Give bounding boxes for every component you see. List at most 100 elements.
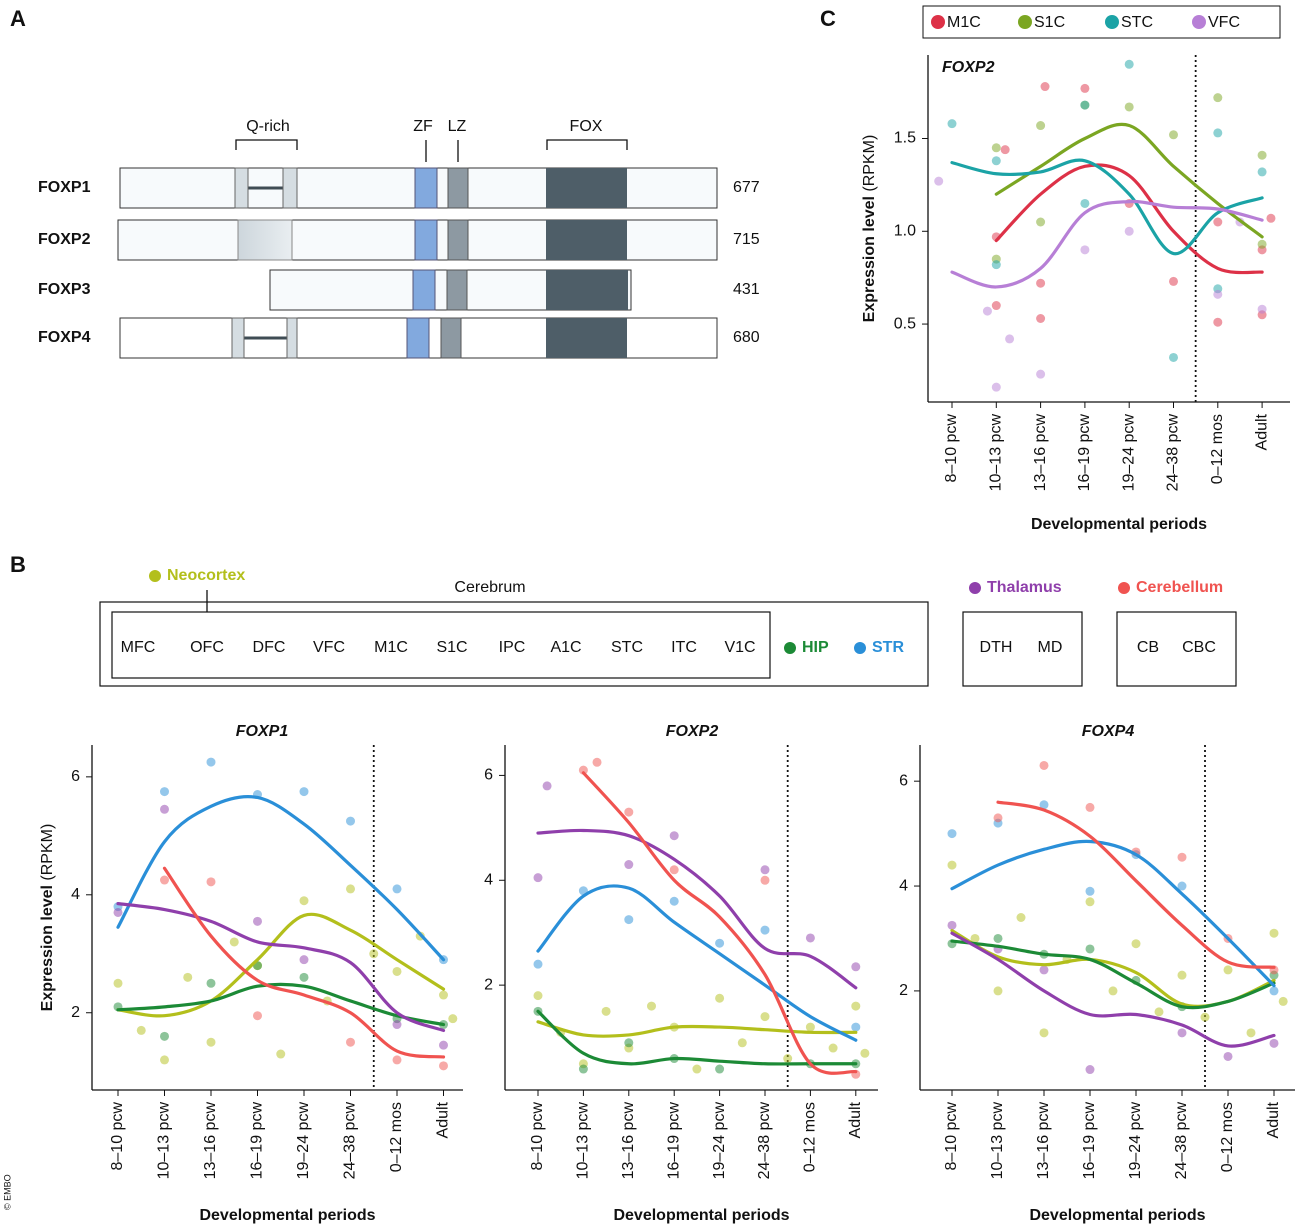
x-axis-label: Developmental periods	[199, 1207, 375, 1224]
cerebrum-label: Cerebrum	[454, 579, 525, 596]
trend-line	[950, 931, 1276, 1048]
data-point	[692, 1064, 702, 1074]
thalamus-box	[962, 611, 1083, 687]
data-point	[392, 884, 402, 894]
legend-swatch	[1105, 15, 1119, 29]
data-point	[1036, 278, 1046, 288]
legend-label: Cerebellum	[1136, 579, 1223, 596]
data-point	[1223, 1051, 1233, 1061]
x-tick-label: 8–10 pcw	[943, 1102, 960, 1171]
x-tick-label: 16–19 pcw	[1076, 414, 1093, 492]
y-tick-label: 6	[71, 768, 80, 785]
chart: 2 4 6 8–10 pcw 10–13 pcw 13–16 pcw 16–19 pcw 19…	[484, 723, 878, 1224]
chart-title: FOXP1	[236, 723, 289, 740]
data-point	[760, 925, 770, 935]
domain-header: FOX	[570, 118, 603, 135]
protein-foxp3: FOXP3 431	[38, 269, 760, 311]
cerebrum-box	[99, 601, 929, 687]
x-tick-label: Adult	[1253, 413, 1270, 450]
x-tick-label: 0–12 mos	[1209, 414, 1226, 484]
data-point	[160, 804, 169, 814]
data-point	[851, 1001, 861, 1011]
lz	[446, 269, 468, 311]
region-label: OFC	[190, 639, 224, 656]
region-label: ITC	[671, 639, 697, 656]
data-point	[299, 896, 309, 906]
domain-header: LZ	[448, 118, 467, 135]
x-tick-label: 10–13 pcw	[156, 1102, 173, 1180]
data-point	[991, 260, 1001, 270]
y-tick-label: 6	[899, 772, 908, 789]
trend-line	[994, 122, 1264, 239]
trend-line	[536, 828, 858, 990]
trend-line	[581, 771, 858, 1075]
bracket	[235, 139, 298, 150]
x-tick-label: 0–12 mos	[802, 1102, 819, 1172]
data-point	[1108, 986, 1118, 996]
data-point	[346, 1037, 355, 1047]
y-tick-label: 2	[484, 976, 493, 993]
data-point	[542, 781, 552, 791]
data-point	[299, 972, 309, 982]
data-point	[1200, 1012, 1210, 1022]
q-rich	[234, 167, 249, 209]
trend-line	[116, 912, 446, 1018]
data-point	[669, 831, 679, 841]
data-point	[160, 787, 169, 797]
data-point	[601, 1006, 611, 1016]
zf	[414, 167, 438, 209]
cerebellum-box	[1116, 611, 1237, 687]
region-label: MFC	[121, 639, 156, 656]
data-point	[439, 990, 448, 1000]
data-point	[592, 757, 602, 767]
data-point	[578, 765, 588, 775]
bracket	[546, 139, 628, 150]
trend-line	[116, 794, 446, 962]
data-point	[1213, 217, 1223, 227]
data-point	[851, 1022, 861, 1032]
data-point	[715, 938, 725, 948]
domain-headers: Q-rich ZF LZ FOX	[235, 118, 628, 162]
q-rich	[286, 317, 298, 359]
q-rich	[282, 167, 298, 209]
x-tick-label: Adult	[847, 1101, 864, 1138]
region-label: CB	[1137, 639, 1159, 656]
data-point	[828, 1043, 838, 1053]
data-point	[439, 1061, 448, 1071]
trend-line	[950, 158, 1264, 256]
fox	[546, 318, 627, 358]
region-label: S1C	[436, 639, 467, 656]
y-tick-label: 4	[899, 877, 908, 894]
data-point	[1131, 939, 1141, 949]
y-tick-label: 6	[484, 767, 493, 784]
data-point	[1080, 198, 1090, 208]
x-tick-label: 10–13 pcw	[575, 1102, 592, 1180]
lz	[447, 167, 469, 209]
data-point	[991, 382, 1001, 392]
x-tick-label: 16–19 pcw	[665, 1102, 682, 1180]
data-point	[1039, 1028, 1049, 1038]
protein-length: 677	[733, 179, 760, 196]
y-tick-label: 1.5	[894, 130, 916, 147]
x-tick-label: 24–38 pcw	[1173, 1102, 1190, 1180]
data-point	[1000, 145, 1010, 155]
data-point	[1269, 986, 1279, 996]
data-point	[624, 1038, 634, 1048]
chart-title: FOXP2	[666, 723, 719, 740]
data-point	[851, 962, 861, 972]
data-point	[533, 991, 543, 1001]
trend-line	[116, 902, 446, 1033]
chart: 2 4 6 8–10 pcw 10–13 pcw 13–16 pcw 16–19 pcw 19…	[899, 723, 1295, 1224]
q-rich	[237, 219, 293, 261]
lz	[447, 219, 469, 261]
data-point	[1177, 881, 1187, 891]
data-point	[715, 1064, 725, 1074]
data-point	[346, 884, 355, 894]
fox	[546, 270, 628, 310]
trend-line	[950, 839, 1276, 988]
y-tick-label: 1.0	[894, 223, 916, 240]
data-point	[392, 1055, 402, 1065]
data-point	[947, 860, 957, 870]
x-tick-label: 24–38 pcw	[1165, 414, 1182, 492]
